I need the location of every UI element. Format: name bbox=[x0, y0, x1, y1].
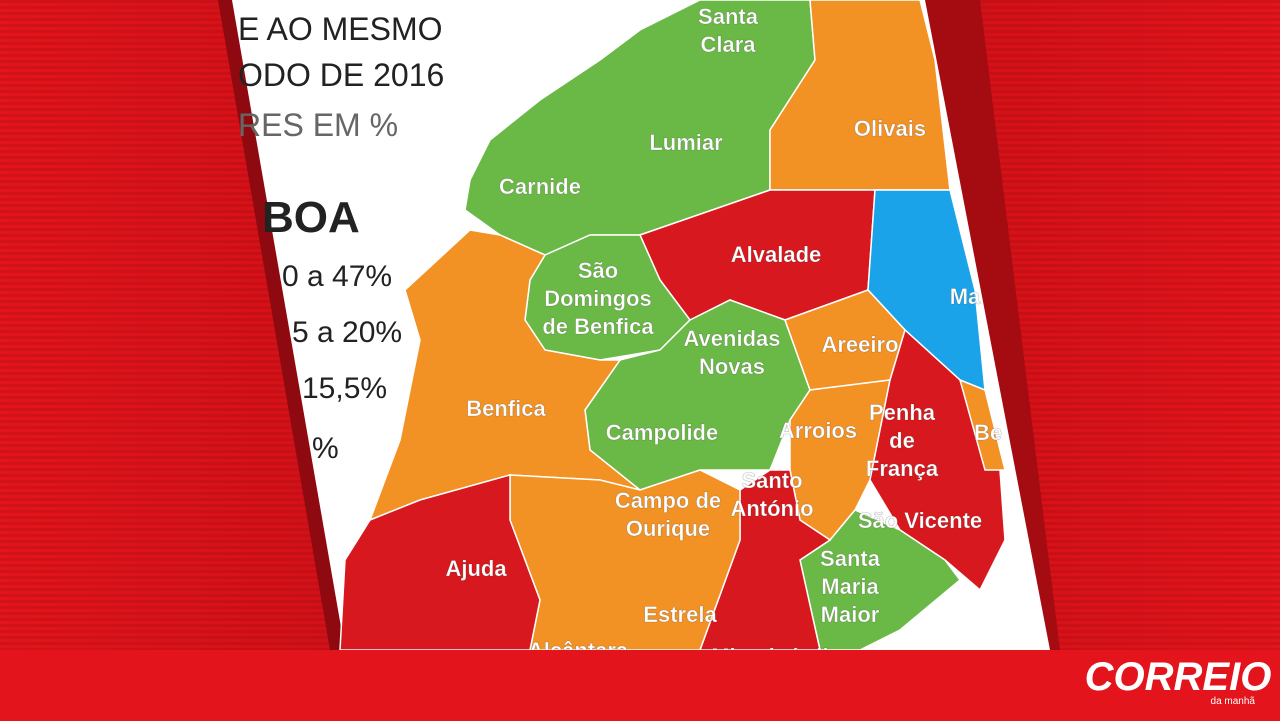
region-label: Alvalade bbox=[731, 242, 822, 267]
region-label: Ma bbox=[950, 284, 981, 309]
region-label: Lumiar bbox=[649, 130, 723, 155]
region bbox=[958, 378, 1006, 471]
region-label: Domingos bbox=[544, 286, 652, 311]
logo-name: CORREIO bbox=[1085, 655, 1272, 699]
region-label: Novas bbox=[699, 354, 765, 379]
legend-heading: BOA bbox=[262, 193, 360, 242]
region-label: São bbox=[578, 258, 618, 283]
legend-text: E AO MESMO bbox=[238, 11, 442, 47]
region-label: Santa bbox=[820, 546, 881, 571]
region-label: Maria bbox=[821, 574, 879, 599]
lower-bar bbox=[0, 650, 1280, 721]
region-label: Ourique bbox=[626, 516, 710, 541]
region-label: Santo bbox=[741, 468, 802, 493]
region-label: São Vicente bbox=[858, 508, 982, 533]
region-label: Areeiro bbox=[821, 332, 898, 357]
region-label: Carnide bbox=[499, 174, 581, 199]
region bbox=[869, 328, 1006, 592]
region-label: Arroios bbox=[779, 418, 857, 443]
region-label: Clara bbox=[700, 32, 756, 57]
logo-tagline: da manhã bbox=[1211, 696, 1256, 707]
region-label: de Benfica bbox=[542, 314, 654, 339]
map bbox=[339, 0, 1006, 651]
region-label: Be bbox=[974, 420, 1002, 445]
region bbox=[339, 474, 541, 651]
region-label: Olivais bbox=[854, 116, 926, 141]
region-label: Santa bbox=[698, 4, 759, 29]
region-label: Avenidas bbox=[683, 326, 780, 351]
region-label: Campolide bbox=[606, 420, 718, 445]
region-label: Estrela bbox=[643, 602, 717, 627]
region-label: António bbox=[730, 496, 813, 521]
region-label: Benfica bbox=[466, 396, 546, 421]
legend-entry: % bbox=[312, 432, 339, 465]
paper-edge bbox=[925, 0, 1060, 650]
region-label: Ajuda bbox=[445, 556, 507, 581]
region-label: Campo de bbox=[615, 488, 721, 513]
legend-entry: 15,5% bbox=[302, 372, 387, 405]
legend-entry: 5 a 20% bbox=[292, 316, 402, 349]
region-label: França bbox=[866, 456, 939, 481]
logo-box bbox=[1086, 656, 1270, 698]
paper-edge bbox=[218, 0, 345, 650]
legend-text: ODO DE 2016 bbox=[238, 57, 444, 93]
region-label: Penha bbox=[869, 400, 936, 425]
legend-entry: 0 a 47% bbox=[282, 260, 392, 293]
legend-text: RES EM % bbox=[238, 107, 398, 143]
region-label: de bbox=[889, 428, 915, 453]
region-label: Maior bbox=[821, 602, 880, 627]
